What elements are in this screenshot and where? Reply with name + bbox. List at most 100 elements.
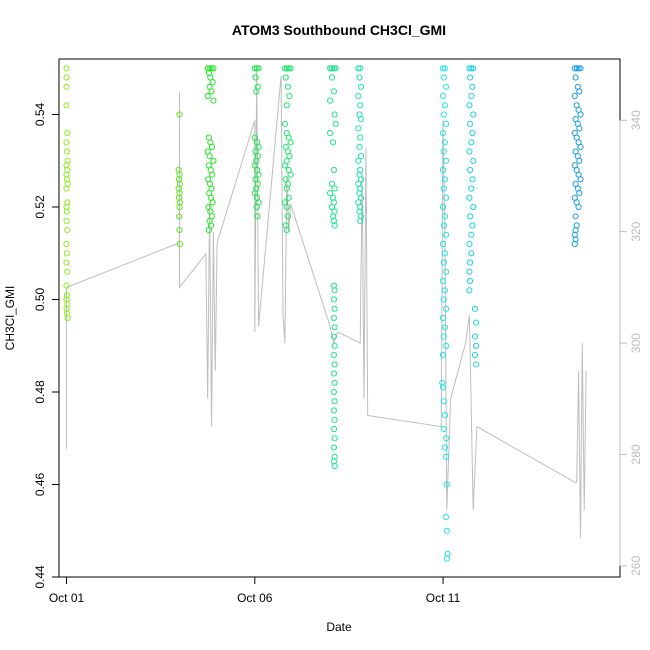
data-point bbox=[471, 305, 479, 312]
secondary-line bbox=[66, 70, 587, 539]
data-point bbox=[440, 148, 447, 155]
data-point bbox=[328, 65, 336, 72]
data-point bbox=[355, 65, 362, 72]
data-point bbox=[473, 361, 480, 368]
y-tick-label: 0.46 bbox=[33, 472, 47, 496]
data-point bbox=[356, 74, 363, 81]
data-point bbox=[331, 462, 338, 470]
data-point bbox=[330, 351, 337, 359]
data-point bbox=[176, 203, 183, 211]
data-point bbox=[63, 291, 71, 298]
data-point bbox=[330, 194, 337, 201]
data-point bbox=[443, 305, 450, 312]
data-point bbox=[443, 527, 450, 534]
data-point bbox=[443, 555, 450, 562]
data-point bbox=[64, 166, 71, 174]
data-point bbox=[253, 203, 260, 211]
data-point bbox=[575, 65, 582, 72]
data-point bbox=[63, 139, 70, 146]
data-point bbox=[287, 171, 294, 178]
data-point bbox=[440, 333, 447, 340]
data-point bbox=[176, 213, 183, 220]
data-point bbox=[439, 314, 447, 322]
data-point bbox=[355, 125, 362, 132]
data-point bbox=[331, 379, 338, 386]
y-tick-label: 0.48 bbox=[33, 380, 47, 404]
points-layer bbox=[63, 65, 584, 562]
data-point bbox=[441, 65, 448, 72]
data-point bbox=[468, 65, 475, 72]
data-point bbox=[255, 143, 262, 150]
data-point bbox=[355, 157, 362, 164]
data-point bbox=[571, 231, 578, 238]
data-point bbox=[439, 65, 447, 72]
data-point bbox=[287, 139, 294, 146]
data-point bbox=[63, 259, 70, 266]
data-point bbox=[444, 550, 451, 558]
y2-tick-label: 340 bbox=[629, 110, 643, 130]
data-point bbox=[64, 227, 71, 234]
data-point bbox=[331, 305, 338, 312]
data-point bbox=[468, 139, 475, 146]
data-point bbox=[443, 268, 450, 275]
data-point bbox=[443, 342, 450, 349]
data-point bbox=[356, 143, 363, 150]
data-point bbox=[443, 83, 450, 90]
data-point bbox=[575, 203, 582, 211]
data-point bbox=[576, 88, 583, 95]
data-point bbox=[330, 388, 337, 396]
data-point bbox=[63, 148, 71, 155]
data-point bbox=[330, 296, 337, 303]
data-point bbox=[473, 342, 480, 349]
data-point bbox=[63, 102, 70, 109]
data-point bbox=[357, 166, 364, 174]
y-tick-label: 0.50 bbox=[33, 287, 47, 311]
data-point bbox=[330, 425, 337, 433]
data-point bbox=[572, 213, 579, 220]
data-point bbox=[440, 185, 447, 192]
data-point bbox=[331, 416, 338, 423]
data-point bbox=[440, 74, 447, 81]
x-axis-label: Date bbox=[326, 620, 352, 634]
secondary-line-layer bbox=[66, 70, 587, 539]
data-point bbox=[63, 65, 70, 72]
data-point bbox=[577, 111, 584, 118]
data-point bbox=[470, 65, 477, 72]
x-tick-label: Oct 06 bbox=[237, 591, 273, 605]
data-point bbox=[571, 92, 578, 100]
x-tick-label: Oct 01 bbox=[49, 591, 85, 605]
data-point bbox=[466, 148, 473, 155]
data-point bbox=[357, 203, 364, 211]
x-axis: Oct 01 Oct 06 Oct 11 bbox=[49, 576, 461, 605]
data-point bbox=[470, 111, 477, 118]
data-point bbox=[572, 74, 579, 81]
data-point bbox=[577, 176, 584, 183]
data-point bbox=[286, 153, 293, 160]
data-point bbox=[331, 222, 338, 229]
data-point bbox=[357, 213, 365, 220]
data-point bbox=[439, 166, 447, 174]
data-point bbox=[64, 268, 71, 275]
data-point bbox=[283, 102, 290, 109]
data-point bbox=[470, 157, 477, 164]
data-point bbox=[331, 435, 338, 442]
data-point bbox=[441, 444, 448, 451]
data-point bbox=[467, 166, 474, 174]
data-point bbox=[441, 412, 448, 419]
data-point bbox=[466, 268, 473, 275]
data-point bbox=[285, 65, 292, 72]
data-point bbox=[473, 319, 480, 326]
data-point bbox=[439, 384, 447, 391]
y-tick-label: 0.52 bbox=[33, 195, 47, 219]
y-tick-label: 0.44 bbox=[33, 565, 47, 589]
plot-frame bbox=[58, 58, 621, 578]
data-point bbox=[470, 203, 477, 211]
data-point bbox=[327, 129, 334, 137]
data-point bbox=[208, 88, 215, 95]
data-point bbox=[466, 194, 473, 201]
data-point bbox=[208, 143, 215, 150]
data-point bbox=[469, 129, 476, 137]
data-point bbox=[331, 111, 338, 118]
data-point bbox=[176, 111, 183, 118]
data-point bbox=[64, 314, 71, 322]
